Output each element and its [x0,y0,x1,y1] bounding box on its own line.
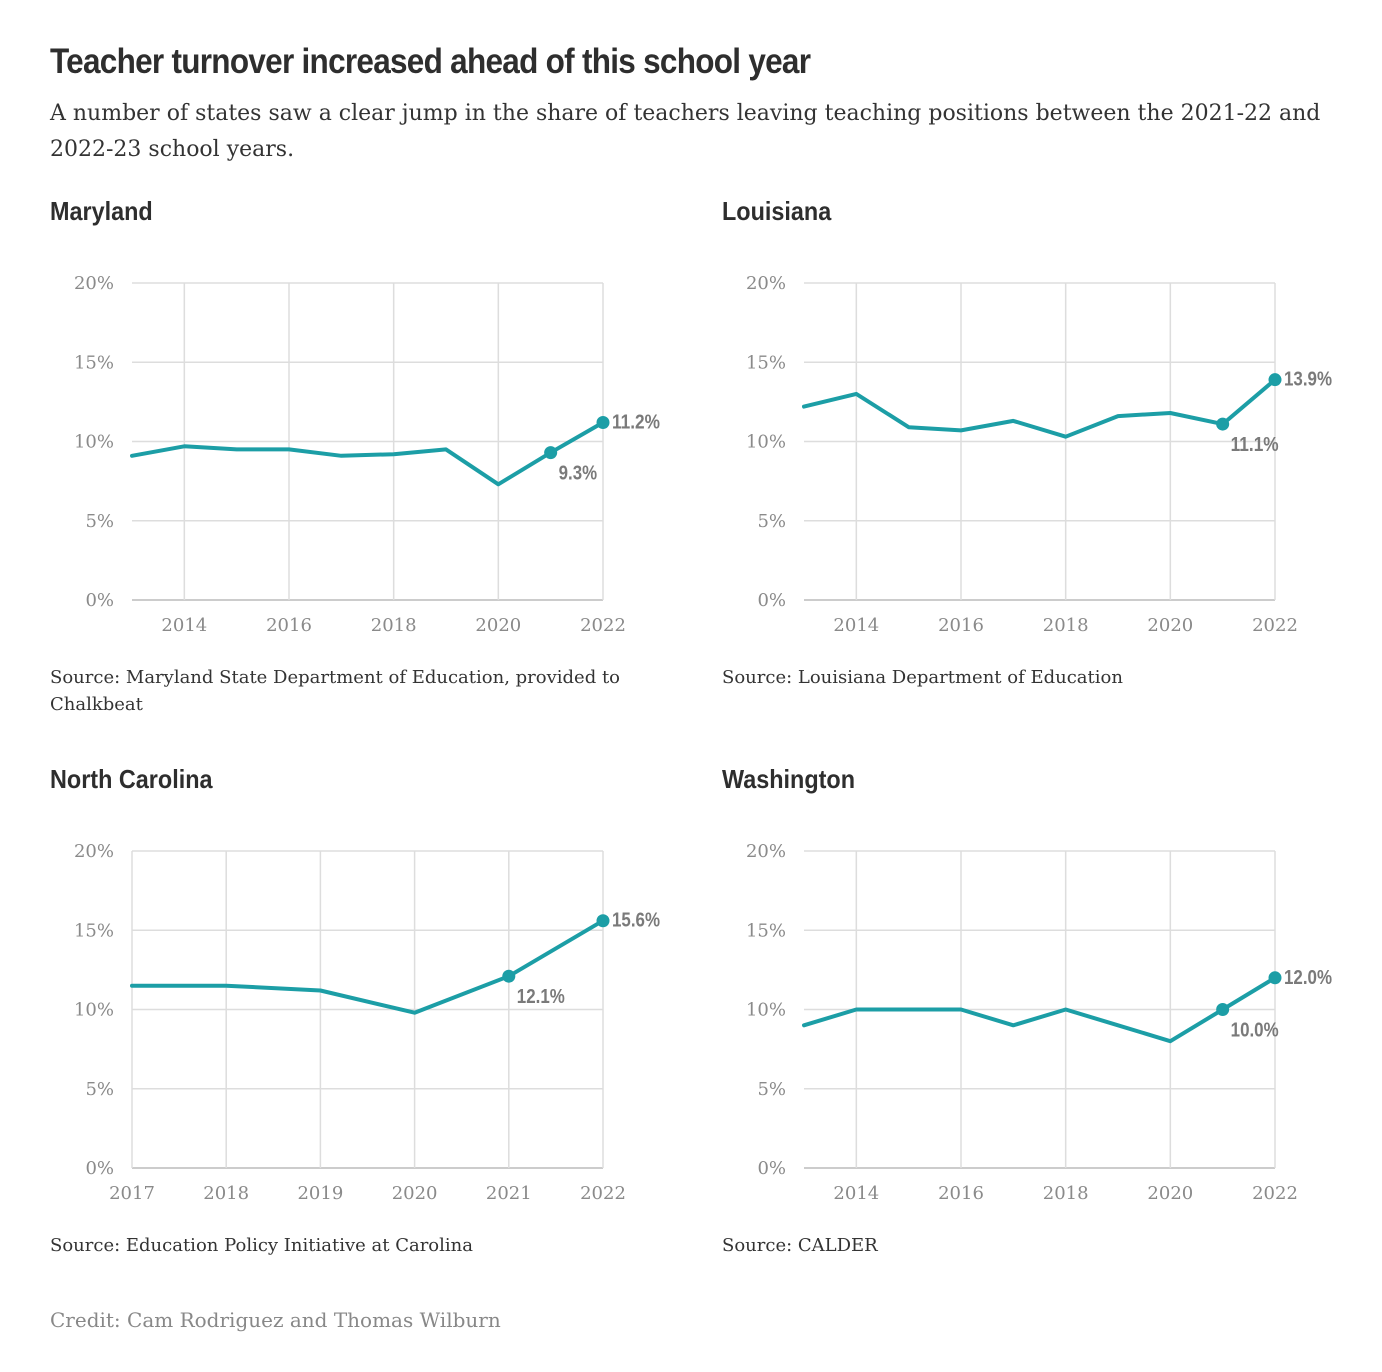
y-tick-label: 15% [74,352,114,373]
y-tick-label: 15% [746,920,786,941]
chart-louisiana: 0% 5% 10% 15% 20% 2014 2016 2018 2020 2022 11.1% 13… [746,273,1332,636]
x-tick-label: 2022 [580,615,626,636]
x-tick-label: 2018 [371,615,417,636]
x-tick-label: 2014 [833,1183,879,1204]
chart-washington: 0% 5% 10% 15% 20% 2014 2016 2018 2020 2022 10.0% 12… [746,841,1332,1204]
chart-maryland: 0% 5% 10% 15% 20% 2014 2016 2018 2020 2022 9.3% 11.… [74,273,660,636]
data-label: 11.1% [1231,434,1279,456]
chart-source: Source: Education Policy Initiative at C… [50,1235,473,1256]
x-tick-label: 2022 [1252,615,1298,636]
chart-panel-north-carolina: North Carolina 0% 5% 10% 15% 20% 2017 2018 2019… [50,764,690,1294]
chart-panel-washington: Washington 0% 5% 10% 15% 20% 2014 2016 2018 2020… [722,764,1362,1294]
x-tick-label: 2018 [1043,1183,1089,1204]
x-tick-label: 2022 [580,1183,626,1204]
x-tick-label: 2018 [203,1183,249,1204]
y-tick-label: 20% [74,273,114,294]
x-tick-label: 2017 [109,1183,155,1204]
y-tick-label: 20% [746,841,786,862]
y-tick-label: 20% [74,841,114,862]
y-tick-label: 0% [757,1158,786,1179]
y-tick-label: 10% [74,432,114,453]
x-tick-label: 2021 [486,1183,532,1204]
x-tick-label: 2022 [1252,1183,1298,1204]
chart-source: Source: Louisiana Department of Educatio… [722,667,1123,688]
x-tick-label: 2020 [1147,615,1193,636]
y-tick-label: 0% [85,1158,114,1179]
x-tick-label: 2016 [938,1183,984,1204]
y-tick-label: 0% [757,590,786,611]
y-tick-label: 20% [746,273,786,294]
series-line [802,377,1277,439]
chart-title: Louisiana [722,196,832,226]
y-tick-label: 10% [746,1000,786,1021]
data-point [544,446,558,460]
data-label: 12.1% [517,986,565,1008]
series-line [130,918,605,1015]
y-tick-label: 10% [746,432,786,453]
x-tick-label: 2018 [1043,615,1089,636]
x-tick-label: 2020 [1147,1183,1193,1204]
y-tick-label: 10% [74,1000,114,1021]
chart-panel-maryland: Maryland 0% 5% 10% 15% 20% 2014 2016 2018 2020 20… [50,196,690,726]
x-tick-label: 2020 [475,615,521,636]
chart-source: Source: Maryland State Department of Edu… [50,667,621,715]
data-point [1268,971,1282,985]
page-subtitle: A number of states saw a clear jump in t… [50,101,1321,162]
x-tick-label: 2019 [297,1183,343,1204]
chart-panel-louisiana: Louisiana 0% 5% 10% 15% 20% 2014 2016 2018 2020 2… [722,196,1362,726]
data-label: 13.9% [1284,369,1332,391]
data-point [1268,373,1282,387]
series-line [130,420,605,487]
chart-title: Washington [722,764,856,794]
chart-title: North Carolina [50,764,213,794]
data-point [596,914,610,928]
data-label: 10.0% [1231,1020,1279,1042]
data-point [502,969,516,983]
x-tick-label: 2014 [161,615,207,636]
data-point [1216,1003,1230,1016]
x-tick-label: 2016 [938,615,984,636]
y-tick-label: 15% [746,352,786,373]
y-tick-label: 5% [85,511,114,532]
data-label: 11.2% [612,411,660,433]
y-tick-label: 15% [74,920,114,941]
y-tick-label: 5% [757,511,786,532]
y-tick-label: 5% [757,1079,786,1100]
chart-north-carolina: 0% 5% 10% 15% 20% 2017 2018 2019 2020 2021 2022 12.… [74,841,660,1204]
x-tick-label: 2014 [833,615,879,636]
page-title: Teacher turnover increased ahead of this… [50,42,811,81]
x-tick-label: 2016 [266,615,312,636]
data-point [596,415,610,429]
series-line [802,975,1277,1044]
data-label: 15.6% [612,910,660,932]
y-tick-label: 5% [85,1079,114,1100]
chart-title: Maryland [50,196,153,226]
data-point [1216,417,1230,431]
data-label: 12.0% [1284,967,1332,989]
chart-source: Source: CALDER [722,1235,878,1256]
data-label: 9.3% [559,463,598,485]
credit-line: Credit: Cam Rodriguez and Thomas Wilburn [50,1308,501,1332]
x-tick-label: 2020 [392,1183,438,1204]
y-tick-label: 0% [85,590,114,611]
